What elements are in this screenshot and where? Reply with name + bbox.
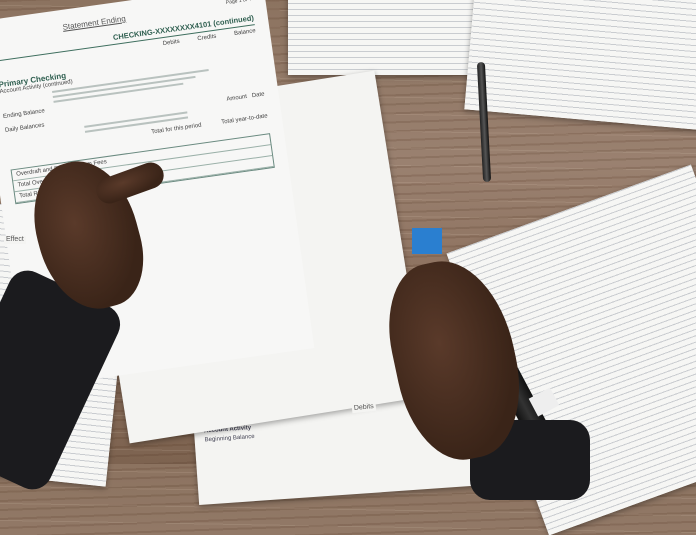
daily-balances: Daily Balances bbox=[4, 122, 45, 134]
statement-title: Statement Ending bbox=[62, 14, 127, 32]
blue-folder bbox=[412, 228, 442, 254]
total-period: Total for this period bbox=[150, 122, 202, 136]
top-right-document bbox=[464, 0, 696, 131]
total-ytd: Total year-to-date bbox=[220, 113, 269, 126]
page-number: Page 1 of 4 bbox=[225, 0, 252, 6]
amount-header: Amount bbox=[226, 93, 248, 103]
left-document-text: Effect bbox=[4, 236, 26, 245]
col-balance: Balance bbox=[233, 28, 257, 38]
date-header: Date bbox=[251, 91, 265, 100]
col-credits: Credits bbox=[197, 33, 217, 43]
col-debits: Debits bbox=[162, 38, 181, 48]
